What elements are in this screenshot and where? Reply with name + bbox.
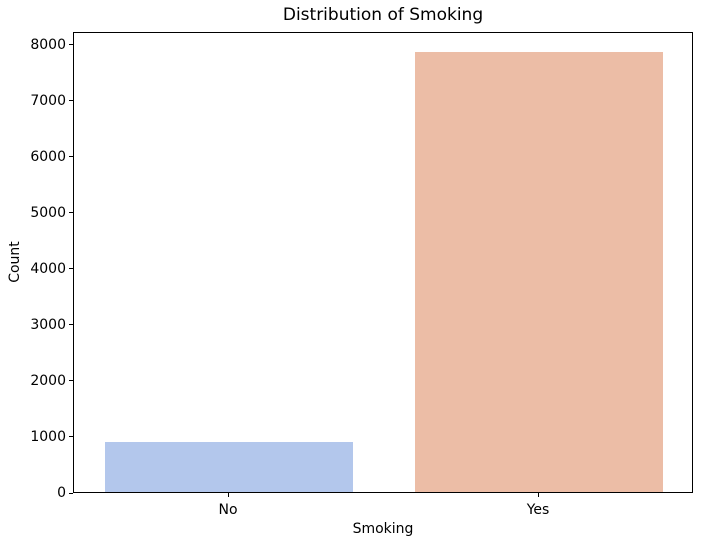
plot-area bbox=[73, 32, 693, 493]
y-tick-mark bbox=[69, 380, 73, 382]
y-tick-mark bbox=[69, 324, 73, 326]
y-tick-mark bbox=[69, 436, 73, 438]
y-tick-label: 2000 bbox=[30, 372, 66, 389]
y-tick-label: 1000 bbox=[30, 428, 66, 445]
y-tick-mark bbox=[69, 100, 73, 102]
x-tick-label: No bbox=[218, 502, 238, 518]
y-tick-mark bbox=[69, 492, 73, 494]
y-tick-label: 3000 bbox=[30, 316, 66, 333]
y-tick-label: 0 bbox=[57, 485, 66, 501]
y-tick-label: 4000 bbox=[30, 260, 66, 277]
bar-no bbox=[105, 441, 353, 492]
x-tick-mark bbox=[537, 493, 539, 497]
y-tick-label: 7000 bbox=[30, 92, 66, 109]
y-tick-mark bbox=[69, 212, 73, 214]
y-tick-mark bbox=[69, 268, 73, 270]
y-tick-label: 8000 bbox=[30, 36, 66, 53]
y-tick-label: 5000 bbox=[30, 204, 66, 221]
x-tick-mark bbox=[227, 493, 229, 497]
x-tick-label: Yes bbox=[526, 502, 550, 518]
bar-yes bbox=[415, 52, 663, 492]
x-axis-label: Smoking bbox=[352, 521, 414, 537]
y-tick-mark bbox=[69, 156, 73, 158]
chart-title: Distribution of Smoking bbox=[282, 5, 484, 25]
y-tick-mark bbox=[69, 44, 73, 46]
y-tick-label: 6000 bbox=[30, 148, 66, 165]
